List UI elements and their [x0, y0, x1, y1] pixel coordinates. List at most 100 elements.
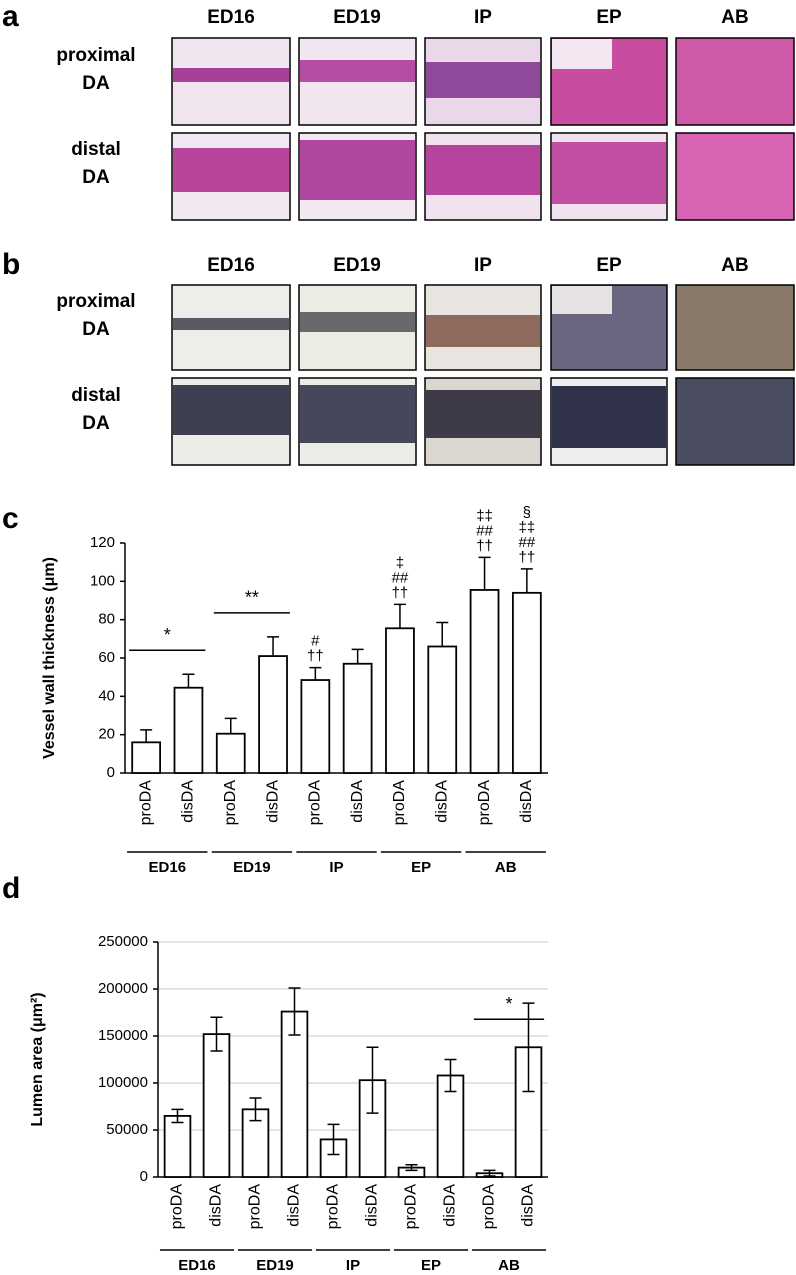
- y-tick-label: 60: [98, 649, 115, 666]
- group-label: ED19: [233, 859, 271, 876]
- y-tick-label: 250000: [98, 933, 148, 950]
- x-tick-label: disDA: [518, 780, 535, 823]
- image-band: [426, 390, 540, 438]
- error-bar: [140, 729, 153, 743]
- histology-panel-b: [171, 284, 795, 466]
- bar: [385, 627, 415, 774]
- x-tick-label: proDA: [476, 780, 493, 826]
- y-tick-label: 80: [98, 611, 115, 628]
- column-header: ED19: [333, 255, 381, 276]
- x-tick-label: disDA: [264, 780, 281, 823]
- y-tick-label: 0: [140, 1168, 148, 1185]
- row-label: DA: [82, 319, 110, 340]
- image-band: [173, 68, 289, 82]
- x-tick-label: disDA: [442, 1184, 459, 1227]
- image-band: [300, 385, 415, 443]
- y-tick-label: 150000: [98, 1027, 148, 1044]
- row-label: distal: [71, 385, 121, 406]
- row-label: proximal: [56, 45, 135, 66]
- group-label: IP: [346, 1257, 360, 1274]
- panel-label: d: [2, 872, 20, 905]
- group-label: EP: [411, 859, 431, 876]
- error-bar: [351, 648, 364, 664]
- image: [675, 284, 795, 371]
- y-axis-label: Lumen area (μm²): [29, 992, 46, 1126]
- error-bar: [478, 556, 491, 590]
- bar: [511, 591, 542, 774]
- error-bar: [210, 1016, 223, 1052]
- row-label: DA: [82, 413, 110, 434]
- image-band: [173, 385, 289, 435]
- x-tick-label: proDA: [222, 780, 239, 826]
- group-label: IP: [329, 859, 343, 876]
- bar: [319, 1138, 348, 1178]
- significance-mark: **: [245, 588, 259, 608]
- y-tick-label: 20: [98, 726, 115, 743]
- image-band: [300, 140, 415, 200]
- bar: [427, 645, 458, 774]
- column-header: IP: [474, 255, 492, 276]
- image-band: [300, 60, 415, 82]
- error-bar: [249, 1097, 262, 1122]
- column-header: AB: [721, 255, 748, 276]
- bar: [163, 1115, 192, 1178]
- x-tick-label: disDA: [180, 780, 197, 823]
- bar: [342, 662, 373, 774]
- x-tick-label: proDA: [325, 1184, 342, 1230]
- significance-mark: ##: [392, 569, 409, 586]
- panel-label: c: [2, 502, 19, 535]
- y-tick-label: 100: [90, 572, 115, 589]
- group-label: ED19: [256, 1257, 294, 1274]
- x-tick-label: proDA: [247, 1184, 264, 1230]
- significance-mark: ††: [519, 549, 536, 566]
- group-label: ED16: [178, 1257, 216, 1274]
- x-tick-label: proDA: [137, 780, 154, 826]
- y-tick-label: 0: [107, 764, 115, 781]
- panel-label: a: [2, 0, 19, 33]
- error-bar: [436, 621, 449, 647]
- error-bar: [267, 636, 280, 657]
- x-tick-label: disDA: [349, 780, 366, 823]
- row-label: DA: [82, 73, 110, 94]
- y-tick-label: 120: [90, 534, 115, 551]
- significance-mark: ††: [307, 648, 324, 665]
- bar: [215, 732, 246, 774]
- bar: [436, 1074, 465, 1178]
- image-band: [552, 39, 612, 69]
- group-label: EP: [421, 1257, 441, 1274]
- column-header: ED16: [207, 255, 255, 276]
- error-bar: [288, 987, 301, 1036]
- significance-mark: ††: [476, 537, 493, 554]
- image-band: [426, 62, 540, 98]
- column-header: EP: [596, 255, 622, 276]
- error-bar: [444, 1058, 457, 1093]
- x-tick-label: disDA: [433, 780, 450, 823]
- error-bar: [520, 568, 533, 593]
- y-tick-label: 200000: [98, 980, 148, 997]
- column-header: IP: [474, 7, 492, 28]
- significance-mark: ‡‡: [519, 519, 536, 536]
- error-bar: [309, 666, 322, 681]
- image-band: [552, 386, 666, 448]
- x-tick-label: disDA: [520, 1184, 537, 1227]
- significance-mark: *: [505, 994, 512, 1014]
- group-label: AB: [495, 859, 517, 876]
- row-label: DA: [82, 167, 110, 188]
- bar: [469, 589, 500, 774]
- error-bar: [182, 673, 195, 688]
- image: [675, 132, 795, 221]
- significance-mark: ††: [392, 584, 409, 601]
- error-bar: [366, 1046, 379, 1114]
- column-header: ED16: [207, 7, 255, 28]
- column-header: ED19: [333, 7, 381, 28]
- image-band: [300, 312, 415, 332]
- image: [675, 37, 795, 126]
- x-tick-label: proDA: [481, 1184, 498, 1230]
- error-bar: [171, 1108, 184, 1124]
- error-bar: [405, 1164, 418, 1172]
- histology-panel-a: [171, 37, 795, 221]
- y-tick-label: 100000: [98, 1074, 148, 1091]
- significance-mark: #: [311, 633, 320, 650]
- bar: [202, 1033, 231, 1178]
- panel-label: b: [2, 248, 20, 281]
